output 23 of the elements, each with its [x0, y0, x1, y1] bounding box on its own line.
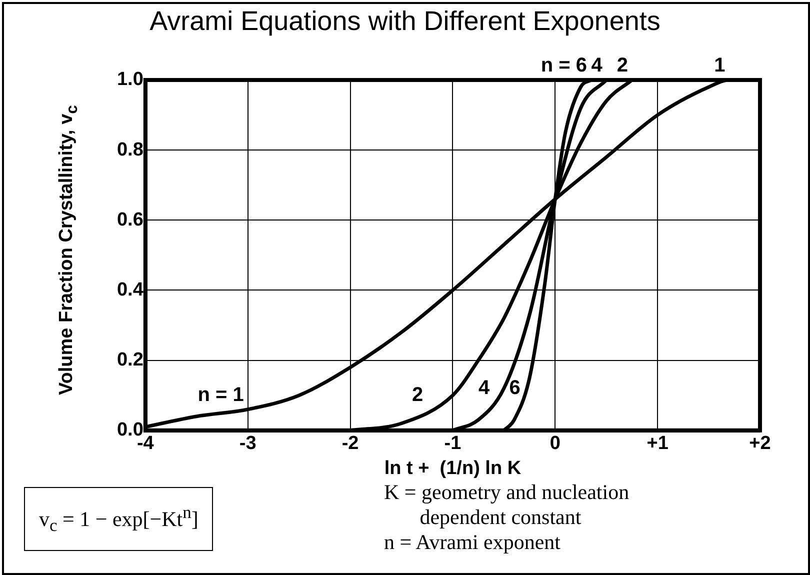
x-tick-label: +2 [749, 433, 771, 454]
annotation: 6 [509, 376, 520, 399]
text: v$_{c}$ = 1 − exp[−Kt$^{n}$] [24, 487, 214, 552]
x-tick-label: -2 [342, 433, 359, 454]
text: n = Avrami exponent [384, 530, 562, 555]
x-tick-label: -3 [239, 433, 256, 454]
y-tick-label: 1.0 [116, 69, 144, 90]
annotation: 4 [478, 376, 491, 399]
annotation: n = 6 [540, 54, 587, 77]
annotation: 1 [714, 54, 726, 77]
annotation: 2 [616, 54, 628, 77]
x-tick-label: +1 [646, 433, 669, 454]
annotation: 2 [412, 384, 424, 406]
y-tick-label: 0.6 [116, 209, 144, 230]
x-axis-title: ln t + (1/n) ln K [384, 458, 522, 479]
x-tick-label: -1 [444, 433, 462, 454]
annotation: 4 [591, 54, 604, 77]
y-tick-label: 0.2 [116, 350, 144, 371]
y-tick-label: 0.4 [116, 279, 144, 300]
y-tick-label: 0.8 [116, 139, 144, 160]
chart-title: Avrami Equations with Different Exponents [148, 6, 662, 37]
annotation: n = 1 [198, 384, 244, 406]
x-tick-label: 0 [550, 433, 560, 454]
